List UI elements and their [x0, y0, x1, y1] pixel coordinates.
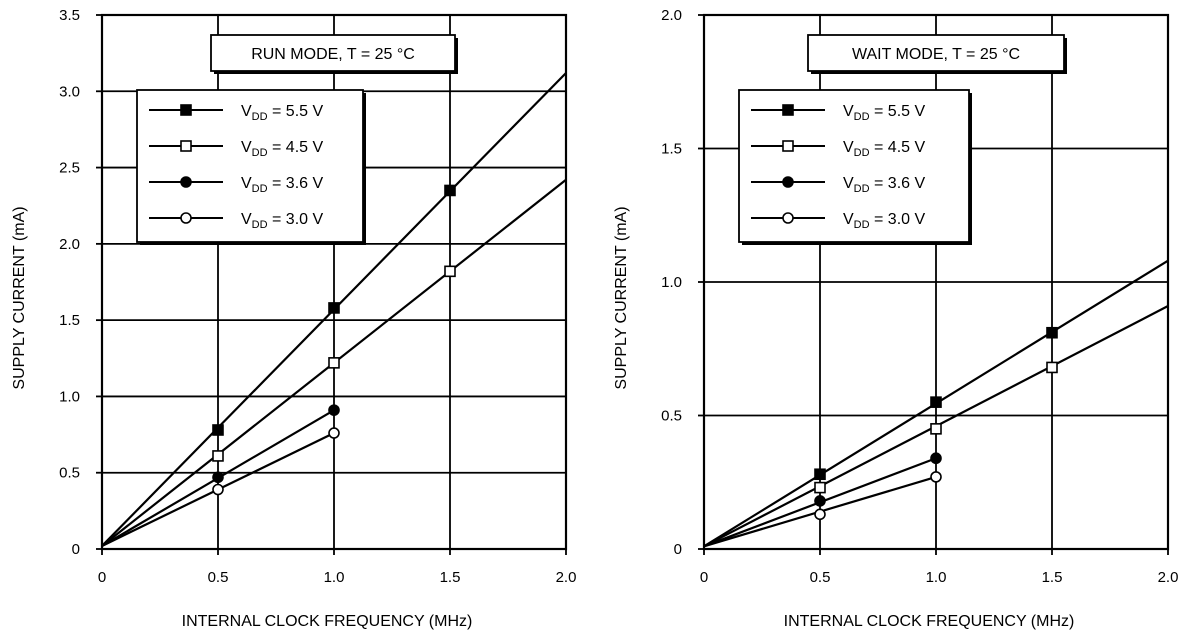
data-point-series-1: [1047, 328, 1057, 338]
x-tick-label: 2.0: [1158, 569, 1179, 586]
data-point-series-2: [329, 358, 339, 368]
x-axis-title: INTERNAL CLOCK FREQUENCY (MHz): [784, 613, 1075, 630]
legend-marker: [181, 177, 191, 187]
data-point-series-4: [815, 509, 825, 519]
data-point-series-2: [445, 266, 455, 276]
x-tick-label: 0: [98, 569, 106, 586]
y-tick-label: 0.5: [59, 465, 80, 482]
data-point-series-2: [1047, 362, 1057, 372]
x-tick-label: 0: [700, 569, 708, 586]
y-tick-label: 0: [72, 541, 80, 558]
data-point-series-4: [931, 472, 941, 482]
data-point-series-1: [445, 185, 455, 195]
x-tick-label: 1.0: [926, 569, 947, 586]
data-point-series-4: [213, 484, 223, 494]
y-tick-label: 1.5: [661, 141, 682, 158]
x-tick-label: 2.0: [556, 569, 577, 586]
data-point-series-2: [213, 451, 223, 461]
data-point-series-1: [213, 425, 223, 435]
chart-panel-2: 0 0.5 1.0 1.5 2.0 0 0.5 1.0 1.5 2.0 INTERNAL CLOCK…: [613, 7, 1178, 630]
x-tick-label: 0.5: [810, 569, 831, 586]
y-tick-label: 1.5: [59, 312, 80, 329]
y-axis-title: SUPPLY CURRENT (mA): [11, 206, 28, 389]
legend-marker: [783, 141, 793, 151]
data-point-series-4: [329, 428, 339, 438]
chart-title: RUN MODE, T = 25 °C: [251, 46, 415, 63]
y-tick-label: 0.5: [661, 408, 682, 425]
legend-marker: [181, 213, 191, 223]
x-tick-label: 0.5: [208, 569, 229, 586]
chart-title: WAIT MODE, T = 25 °C: [852, 46, 1020, 63]
data-point-series-1: [931, 397, 941, 407]
data-point-series-1: [329, 303, 339, 313]
legend-marker: [181, 105, 191, 115]
y-tick-label: 0: [674, 541, 682, 558]
y-tick-label: 3.0: [59, 83, 80, 100]
x-tick-label: 1.5: [1042, 569, 1063, 586]
legend-marker: [181, 141, 191, 151]
y-tick-label: 1.0: [661, 274, 682, 291]
y-axis-title: SUPPLY CURRENT (mA): [613, 206, 630, 389]
data-point-series-3: [329, 405, 339, 415]
y-tick-label: 2.0: [661, 7, 682, 24]
legend-marker: [783, 177, 793, 187]
data-point-series-2: [931, 424, 941, 434]
chart-panel-1: 0 0.5 1.0 1.5 2.0 0 0.5 1.0 1.5 2.0 2.5 3.0 3.5 INTER…: [11, 7, 576, 630]
legend-marker: [783, 213, 793, 223]
x-tick-label: 1.5: [440, 569, 461, 586]
data-point-series-1: [815, 469, 825, 479]
data-point-series-3: [213, 472, 223, 482]
y-tick-label: 3.5: [59, 7, 80, 24]
data-point-series-3: [931, 453, 941, 463]
x-axis-title: INTERNAL CLOCK FREQUENCY (MHz): [182, 613, 473, 630]
legend-marker: [783, 105, 793, 115]
data-point-series-3: [815, 496, 825, 506]
x-tick-label: 1.0: [324, 569, 345, 586]
y-tick-label: 2.0: [59, 236, 80, 253]
y-tick-label: 1.0: [59, 388, 80, 405]
data-point-series-2: [815, 483, 825, 493]
y-tick-label: 2.5: [59, 160, 80, 177]
